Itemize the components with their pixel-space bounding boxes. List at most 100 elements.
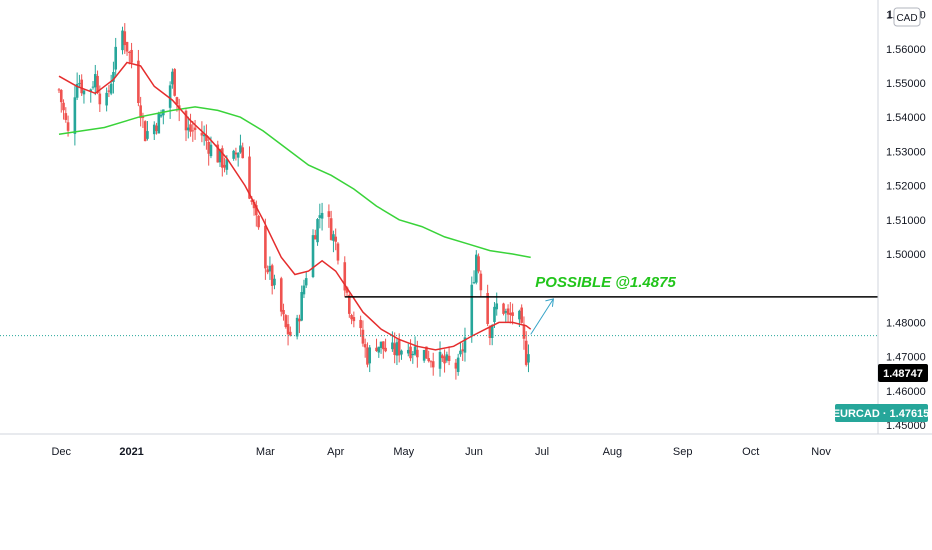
y-tick-label: 1.48000 <box>886 317 926 329</box>
symbol-price-label: EURCAD · 1.47615 <box>833 404 929 422</box>
candle-body <box>456 357 460 372</box>
candle-body <box>295 317 299 337</box>
candle-body <box>157 113 161 134</box>
candle-body <box>173 69 176 96</box>
candle-body <box>171 71 174 85</box>
x-tick-label: Sep <box>673 446 693 458</box>
x-tick-label: 2021 <box>119 446 143 458</box>
candle-body <box>495 303 499 310</box>
candle-body <box>470 284 474 336</box>
candle-body <box>91 86 95 88</box>
y-tick-label: 1.45000 <box>886 420 926 432</box>
y-tick-label: 1.47000 <box>886 352 926 364</box>
candle-body <box>205 134 208 142</box>
candle-body <box>352 317 356 322</box>
ma-fast-line <box>58 61 532 351</box>
candle-body <box>250 200 254 202</box>
x-tick-label: Jul <box>535 446 549 458</box>
x-axis-ticks: Dec 2021 Mar Apr May Jun Jul Aug Sep Oct Nov <box>51 446 831 458</box>
candle-body <box>490 325 494 338</box>
candle-body <box>318 215 322 218</box>
projection-arrow[interactable] <box>530 298 554 335</box>
y-tick-label: 1.46000 <box>886 386 926 398</box>
candle-body <box>152 124 156 135</box>
candle-body <box>409 346 412 359</box>
candle-body <box>109 83 113 94</box>
candle-body <box>159 114 163 117</box>
candle-body <box>175 97 179 105</box>
candle-body <box>395 342 399 356</box>
candle-body <box>504 311 508 313</box>
candle-body <box>139 105 142 119</box>
candle-body <box>289 331 292 336</box>
candle-body <box>105 92 108 106</box>
candle-body <box>209 144 213 157</box>
candle-body <box>298 318 301 322</box>
candle-body <box>286 324 290 335</box>
candle-body <box>509 312 512 315</box>
candle-body <box>375 347 378 352</box>
candle-body <box>327 211 331 217</box>
candles-layer <box>57 23 530 380</box>
candle-body <box>443 356 446 364</box>
candle-body <box>334 236 337 242</box>
annotation-text[interactable]: POSSIBLE @1.4875 <box>535 274 676 291</box>
y-tick-label: 1.51000 <box>886 215 926 227</box>
x-tick-label: Jun <box>465 446 483 458</box>
candle-body <box>75 83 79 98</box>
candle-body <box>200 132 204 136</box>
candle-body <box>123 31 127 46</box>
candle-body <box>493 306 496 322</box>
candle-body <box>377 346 381 353</box>
x-tick-label: Aug <box>603 446 623 458</box>
candle-body <box>64 113 68 120</box>
candle-body <box>264 225 267 269</box>
currency-badge[interactable]: CAD <box>893 7 921 27</box>
candle-body <box>477 256 480 272</box>
candle-body <box>486 292 489 324</box>
candle-body <box>393 343 396 355</box>
candle-body <box>248 156 251 199</box>
candle-body <box>96 75 99 94</box>
candle-body <box>459 350 462 355</box>
candle-body <box>382 341 385 350</box>
ma-slow-line <box>58 106 531 259</box>
candle-body <box>316 219 319 243</box>
candle-body <box>236 152 240 158</box>
candle-body <box>279 278 283 312</box>
candle-body <box>511 312 514 316</box>
candle-body <box>427 358 430 362</box>
y-tick-label: 1.50000 <box>886 249 926 261</box>
candle-body <box>345 287 349 293</box>
candle-body <box>300 292 303 321</box>
candle-body <box>348 295 351 314</box>
candle-body <box>266 269 269 273</box>
candle-body <box>62 102 65 111</box>
candle-body <box>268 265 272 272</box>
candle-body <box>422 350 426 361</box>
level-price-label: 1.48747 <box>878 364 928 382</box>
candle-body <box>336 243 340 261</box>
candle-body <box>461 349 465 352</box>
x-tick-label: Oct <box>742 446 759 458</box>
x-tick-label: May <box>393 446 414 458</box>
candle-body <box>191 130 195 132</box>
y-tick-label: 1.54000 <box>886 112 926 124</box>
candle-body <box>193 127 197 130</box>
candle-body <box>143 121 147 142</box>
candle-body <box>186 127 190 131</box>
candle-body <box>232 150 235 159</box>
candle-body <box>488 326 492 339</box>
candle-body <box>239 145 242 153</box>
top-tick-fragment: 1 <box>887 9 893 21</box>
candle-body <box>137 60 140 104</box>
candle-body <box>359 319 362 329</box>
candle-body <box>114 46 117 70</box>
candle-body <box>57 89 61 91</box>
x-tick-label: Dec <box>51 446 71 458</box>
candle-body <box>475 254 478 283</box>
candle-body <box>397 340 401 356</box>
candle-body <box>284 315 288 327</box>
